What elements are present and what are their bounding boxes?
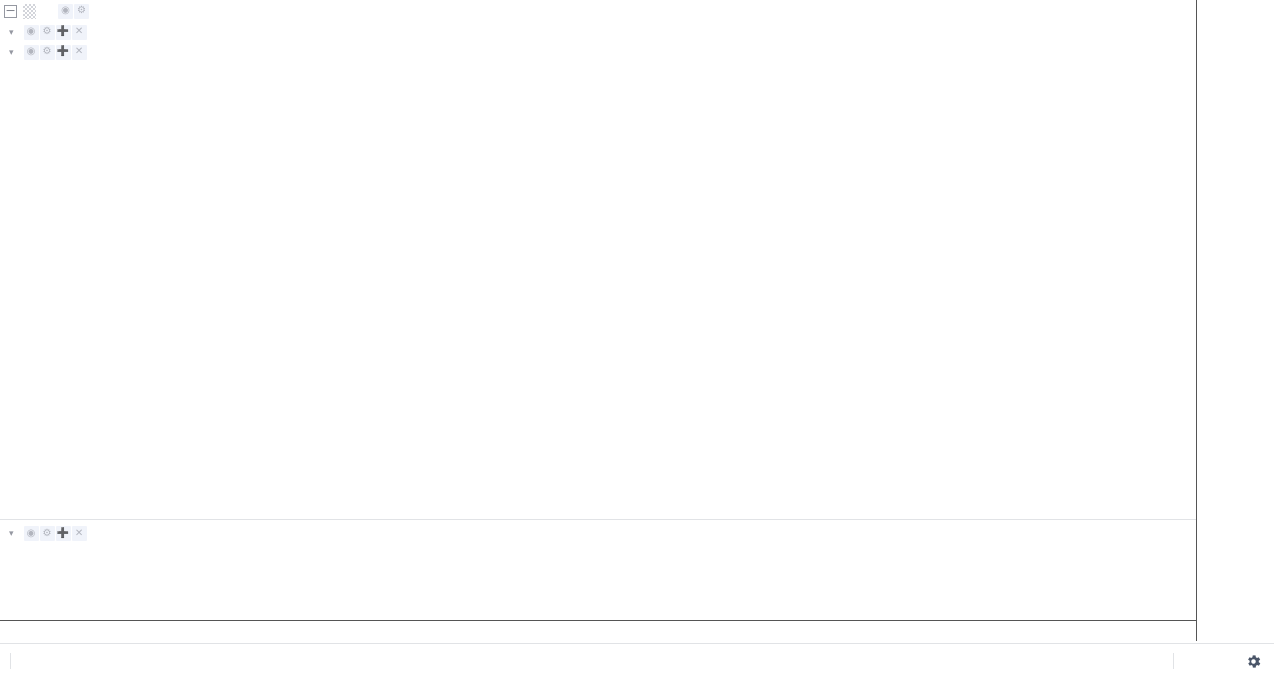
eye-icon[interactable]: ◉: [23, 44, 39, 60]
log-scale-button[interactable]: [1202, 657, 1220, 665]
chevron-down-icon[interactable]: ▾: [9, 528, 14, 538]
gear-icon[interactable]: ⚙: [39, 526, 55, 541]
legend-title-row: ─ ◉ ⚙: [0, 0, 700, 22]
price-pane[interactable]: [0, 0, 1196, 518]
go-to-button[interactable]: [21, 657, 33, 665]
auto-scale-button[interactable]: [1220, 657, 1238, 665]
eye-icon[interactable]: ◉: [23, 24, 39, 40]
price-plot: [0, 0, 1196, 518]
macd-pane[interactable]: [0, 520, 1196, 620]
toolbar-divider: [10, 653, 11, 669]
ma50-icon-group: ◉ ⚙ ➕ ✕: [23, 24, 88, 40]
eye-icon[interactable]: ◉: [23, 526, 39, 541]
chart-surface[interactable]: [0, 0, 1196, 641]
gear-icon[interactable]: ⚙: [39, 44, 55, 60]
gear-icon[interactable]: ⚙: [74, 3, 89, 19]
percent-scale-button[interactable]: [1184, 657, 1202, 665]
candles-icon[interactable]: [23, 3, 36, 19]
time-axis-divider: [0, 620, 1196, 621]
chevron-down-icon[interactable]: ▾: [9, 46, 14, 57]
chevron-down-icon[interactable]: ▾: [9, 26, 14, 37]
plus-icon[interactable]: ➕: [55, 24, 71, 40]
price-axis[interactable]: [1196, 0, 1274, 641]
toolbar-divider-2: [1173, 653, 1174, 669]
chart-legend: ─ ◉ ⚙ ▾ ◉ ⚙ ➕ ✕: [0, 0, 700, 62]
macd-plot: [0, 520, 1196, 620]
bottom-toolbar[interactable]: [0, 643, 1274, 678]
gear-icon[interactable]: ⚙: [39, 24, 55, 40]
time-axis[interactable]: [0, 621, 1196, 643]
close-icon[interactable]: ✕: [71, 526, 87, 541]
gear-icon[interactable]: [1238, 653, 1268, 670]
macd-legend[interactable]: ▾ ◉ ⚙ ➕ ✕: [0, 526, 133, 541]
macd-icon-group: ◉ ⚙ ➕ ✕: [23, 526, 88, 541]
minus-square-icon[interactable]: ─: [4, 4, 17, 18]
symbol-icon-group: ◉ ⚙: [58, 3, 90, 19]
close-icon[interactable]: ✕: [71, 24, 87, 40]
ohlc-readout: [113, 4, 131, 19]
ma200-icon-group: ◉ ⚙ ➕ ✕: [23, 44, 88, 60]
plus-icon[interactable]: ➕: [55, 526, 71, 541]
close-icon[interactable]: ✕: [71, 44, 87, 60]
pane-divider: [0, 519, 1196, 520]
legend-study-ma200[interactable]: ▾ ◉ ⚙ ➕ ✕: [0, 42, 700, 62]
legend-study-ma50[interactable]: ▾ ◉ ⚙ ➕ ✕: [0, 22, 700, 42]
eye-icon[interactable]: ◉: [58, 3, 73, 19]
plus-icon[interactable]: ➕: [55, 44, 71, 60]
